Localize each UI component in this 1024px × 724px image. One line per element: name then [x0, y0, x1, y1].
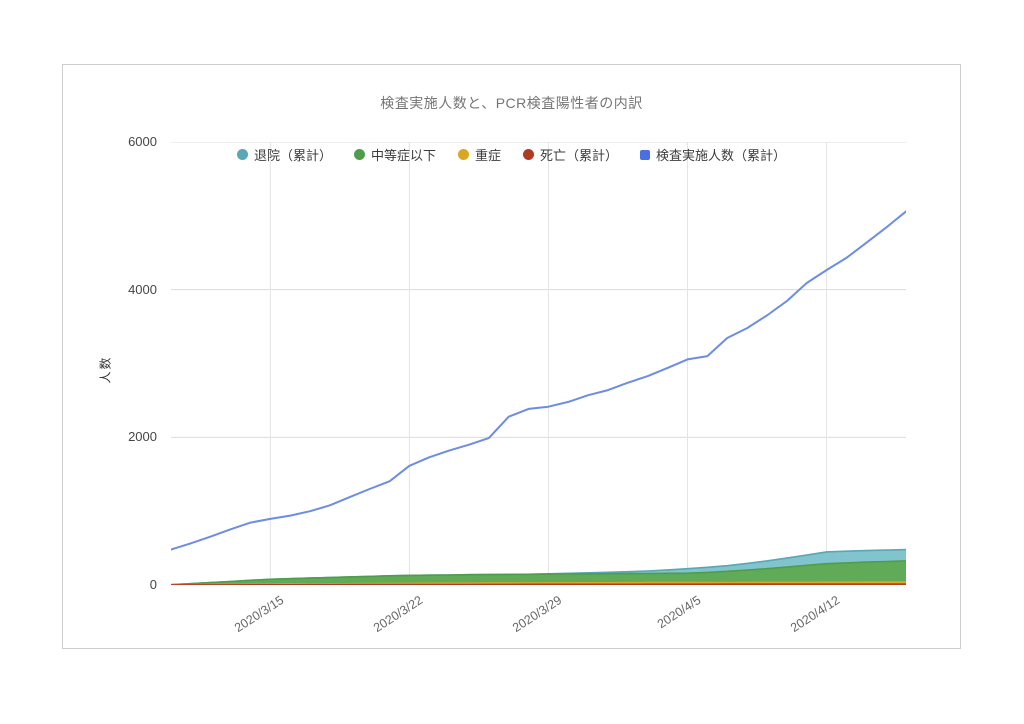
x-axis-tick-label: 2020/3/29	[509, 593, 565, 636]
legend-item-3: 重症	[457, 145, 501, 164]
chart-card: 検査実施人数と、PCR検査陽性者の内訳 退院（累計） 中等症以下 重症 死亡（累計） 検…	[62, 64, 961, 649]
area-2	[171, 560, 906, 585]
legend-item-label: 中等症以下	[370, 148, 436, 163]
y-axis-tick-label: 4000	[128, 281, 157, 297]
y-axis-tick-label: 0	[149, 577, 157, 592]
x-axis-tick-label: 2020/4/5	[654, 593, 704, 632]
legend-circle-marker-icon	[523, 149, 534, 160]
legend-square-marker-icon	[640, 149, 651, 160]
legend-circle-marker-icon	[457, 149, 469, 160]
x-axis-tick-label: 2020/4/12	[787, 593, 843, 636]
x-axis-tick-label: 2020/3/15	[231, 593, 286, 636]
legend-item-label: 検査実施人数（累計）	[656, 148, 787, 163]
chart-title: 検査実施人数と、PCR検査陽性者の内訳	[380, 95, 643, 111]
area-top-line-4	[171, 583, 906, 585]
y-axis-title: 人数	[98, 355, 113, 384]
legend: 退院（累計） 中等症以下 重症 死亡（累計） 検査実施人数（累計）	[63, 145, 960, 164]
legend-item-label: 退院（累計）	[253, 148, 332, 163]
legend-item-4: 死亡（累計）	[523, 145, 618, 164]
y-axis-tick-label: 6000	[128, 134, 157, 149]
plot-svg	[171, 142, 906, 585]
legend-item-label: 死亡（累計）	[540, 148, 619, 163]
area-top-line-2	[171, 560, 906, 585]
x-axis-tick-label: 2020/3/22	[370, 593, 426, 636]
legend-circle-marker-icon	[353, 149, 365, 160]
legend-item-2: 中等症以下	[353, 145, 436, 164]
legend-item-label: 重症	[474, 148, 501, 163]
legend-item-1: 退院（累計）	[236, 145, 332, 164]
y-axis-tick-label: 2000	[128, 429, 157, 445]
legend-circle-marker-icon	[236, 149, 248, 160]
legend-item-5: 検査実施人数（累計）	[640, 145, 786, 164]
tests-line	[171, 210, 906, 551]
